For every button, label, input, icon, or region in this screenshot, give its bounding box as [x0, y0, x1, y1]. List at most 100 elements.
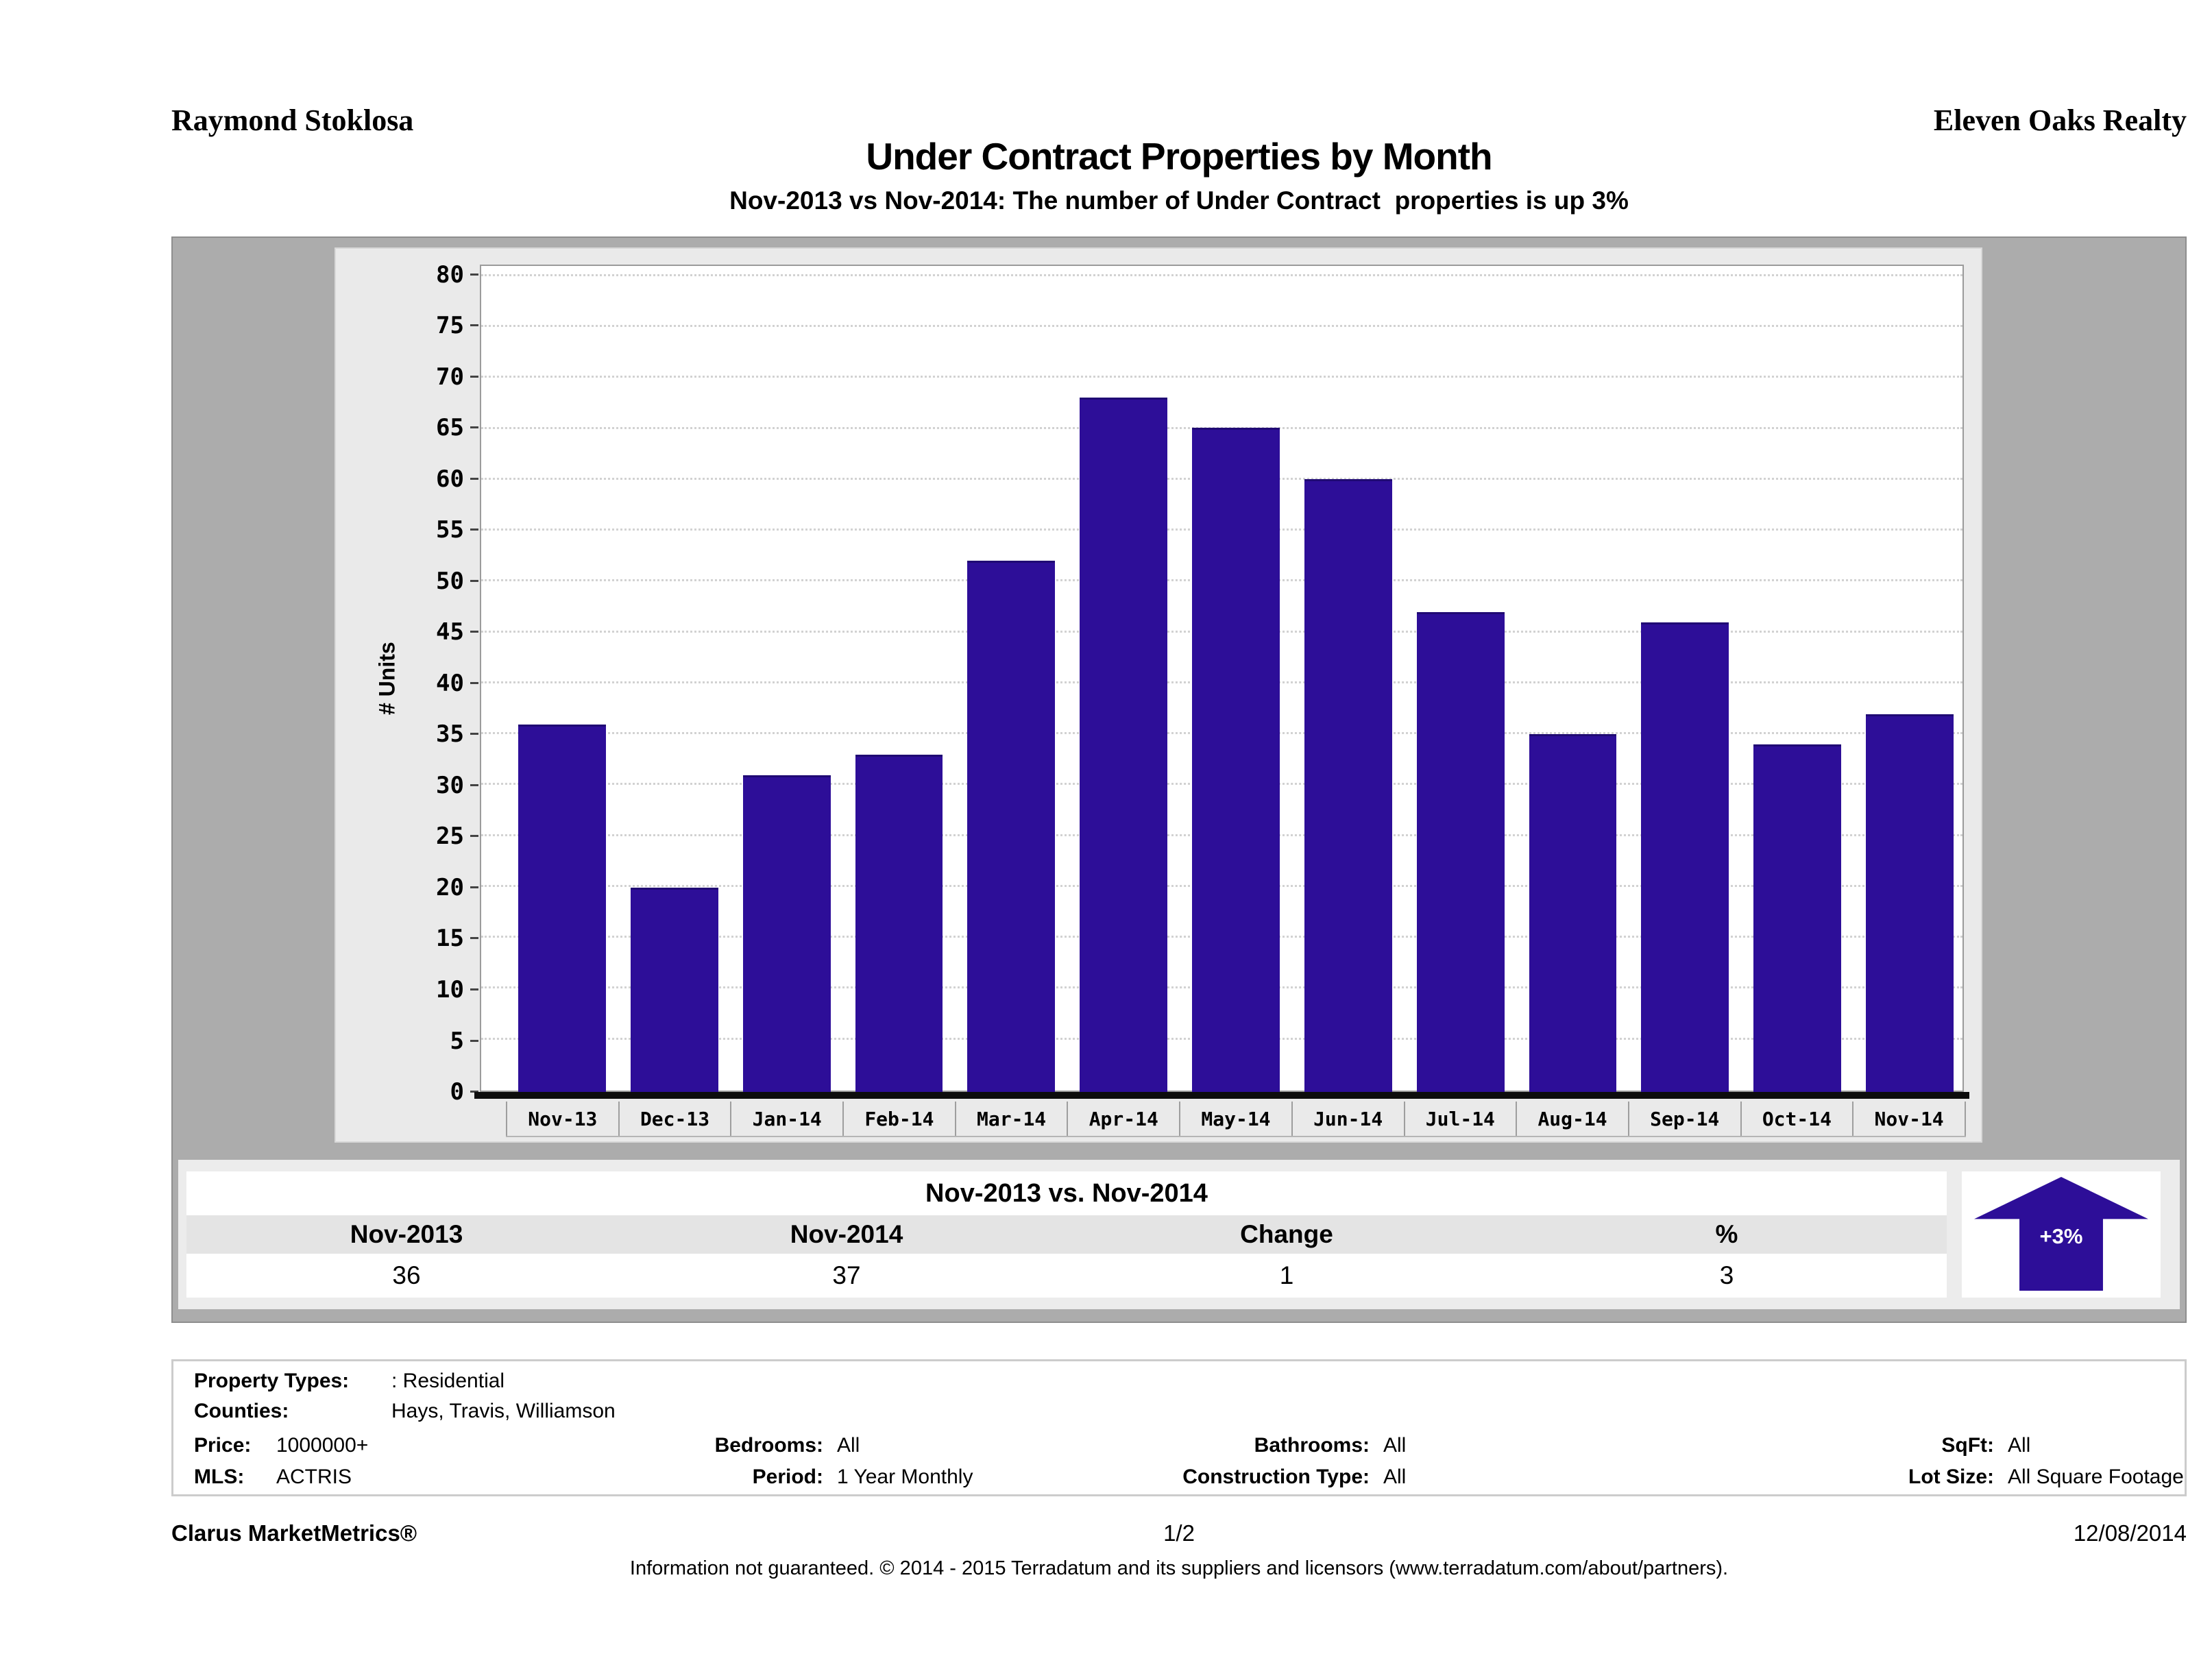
summary-col-value-0: 36 [392, 1261, 421, 1289]
agent-name: Raymond Stoklosa [171, 104, 414, 137]
summary-col-value-3: 3 [1719, 1261, 1734, 1289]
bar-slot-oct-14 [1741, 265, 1854, 1092]
company-name: Eleven Oaks Realty [1933, 104, 2187, 137]
bar-slot-mar-14 [955, 265, 1067, 1092]
x-label-nov-13: Nov-13 [506, 1102, 618, 1136]
bar-slot-apr-14 [1067, 265, 1180, 1092]
x-axis-line [474, 1092, 1969, 1099]
sqft-label: SqFt: [1941, 1434, 1994, 1457]
report-title: Under Contract Properties by Month [866, 135, 1492, 178]
y-tick-label-0: 0 [450, 1078, 464, 1106]
x-label-jan-14: Jan-14 [730, 1102, 842, 1136]
y-tick-mark-5 [470, 1039, 478, 1042]
gridline-80 [481, 273, 1962, 276]
x-label-aug-14: Aug-14 [1516, 1102, 1628, 1136]
x-label-sep-14: Sep-14 [1627, 1102, 1740, 1136]
x-label-dec-13: Dec-13 [618, 1102, 731, 1136]
sqft-value: All [2008, 1434, 2031, 1457]
y-tick-label-65: 65 [436, 414, 464, 442]
bar-nov-13 [518, 724, 606, 1092]
summary-table-value-row: 36 37 1 3 [186, 1254, 1947, 1298]
mls-label: MLS: [194, 1466, 245, 1488]
chart-panel: # Units 0 5 10 15 20 25 30 35 40 45 50 55 60 65 70 75 80… [335, 247, 1982, 1143]
y-tick-label-10: 10 [436, 976, 464, 1004]
y-tick-mark-65 [470, 426, 478, 429]
criteria-box: Property Types: : Residential Counties: … [171, 1359, 2187, 1496]
y-tick-mark-80 [470, 273, 478, 276]
y-tick-mark-35 [470, 733, 478, 735]
y-axis-tick-marks [470, 265, 478, 1093]
chart-container: # Units 0 5 10 15 20 25 30 35 40 45 50 55 60 65 70 75 80… [171, 236, 2187, 1323]
x-label-feb-14: Feb-14 [842, 1102, 955, 1136]
criteria-row-mls: MLS: ACTRIS Period: 1 Year Monthly Const… [173, 1466, 2185, 1490]
change-badge: +3% [1962, 1171, 2161, 1298]
bar-slot-jan-14 [731, 265, 843, 1092]
summary-col-header-3: % [1715, 1220, 1738, 1248]
bar-may-14 [1192, 428, 1280, 1092]
criteria-row-property-types: Property Types: : Residential [173, 1370, 2185, 1394]
y-tick-label-30: 30 [436, 771, 464, 799]
gridline-75 [481, 325, 1962, 328]
y-tick-label-60: 60 [436, 465, 464, 493]
bar-slot-jul-14 [1405, 265, 1517, 1092]
property-types-label: Property Types: [194, 1370, 350, 1392]
y-tick-label-75: 75 [436, 312, 464, 340]
y-tick-mark-70 [470, 375, 478, 378]
gridline-70 [481, 376, 1962, 378]
bar-oct-14 [1753, 744, 1842, 1092]
y-tick-label-45: 45 [436, 618, 464, 646]
y-tick-label-5: 5 [450, 1027, 464, 1055]
y-tick-label-15: 15 [436, 925, 464, 953]
bar-slot-nov-14 [1854, 265, 1966, 1092]
y-tick-mark-10 [470, 988, 478, 990]
bar-aug-14 [1529, 734, 1617, 1092]
summary-col-header-0: Nov-2013 [350, 1220, 463, 1248]
bar-slot-nov-13 [506, 265, 618, 1092]
mls-value: ACTRIS [276, 1466, 352, 1488]
y-tick-mark-25 [470, 835, 478, 838]
bathrooms-label: Bathrooms: [1254, 1434, 1370, 1457]
counties-value: Hays, Travis, Williamson [391, 1400, 616, 1422]
x-axis-labels: Nov-13 Dec-13 Jan-14 Feb-14 Mar-14 Apr-14 May-… [506, 1102, 1966, 1137]
y-tick-label-80: 80 [436, 260, 464, 289]
period-value: 1 Year Monthly [837, 1466, 973, 1488]
bathrooms-value: All [1383, 1434, 1407, 1457]
y-tick-mark-15 [470, 937, 478, 940]
bar-series [506, 265, 1966, 1092]
y-tick-mark-75 [470, 324, 478, 327]
gridline-65 [481, 426, 1962, 429]
x-label-oct-14: Oct-14 [1740, 1102, 1853, 1136]
y-tick-label-50: 50 [436, 567, 464, 595]
y-tick-mark-30 [470, 783, 478, 786]
bar-mar-14 [967, 561, 1056, 1092]
y-tick-mark-60 [470, 477, 478, 480]
bar-slot-dec-13 [618, 265, 731, 1092]
bar-slot-aug-14 [1517, 265, 1629, 1092]
bar-nov-14 [1866, 714, 1954, 1092]
bedrooms-value: All [837, 1434, 860, 1457]
page-number: 1/2 [1163, 1520, 1195, 1546]
lot-size-value: All Square Footage [2008, 1466, 2184, 1488]
y-tick-label-20: 20 [436, 873, 464, 901]
footer-date: 12/08/2014 [2073, 1520, 2187, 1546]
bar-slot-may-14 [1180, 265, 1292, 1092]
bar-jun-14 [1304, 478, 1392, 1092]
summary-col-value-1: 37 [832, 1261, 861, 1289]
y-tick-label-35: 35 [436, 720, 464, 749]
x-label-jul-14: Jul-14 [1403, 1102, 1516, 1136]
counties-label: Counties: [194, 1400, 289, 1422]
y-tick-mark-40 [470, 681, 478, 684]
period-label: Period: [752, 1466, 823, 1488]
y-tick-mark-0 [470, 1091, 478, 1093]
summary-band: Nov-2013 vs. Nov-2014 Nov-2013 Nov-2014 Ch… [178, 1160, 2180, 1309]
summary-col-header-1: Nov-2014 [790, 1220, 903, 1248]
y-tick-label-70: 70 [436, 363, 464, 391]
footer-disclaimer: Information not guaranteed. © 2014 - 201… [629, 1557, 1729, 1579]
bar-apr-14 [1080, 397, 1168, 1092]
summary-col-header-2: Change [1240, 1220, 1333, 1248]
lot-size-label: Lot Size: [1908, 1466, 1994, 1488]
construction-type-value: All [1383, 1466, 1407, 1488]
summary-table-title: Nov-2013 vs. Nov-2014 [925, 1178, 1208, 1208]
y-tick-mark-45 [470, 631, 478, 633]
